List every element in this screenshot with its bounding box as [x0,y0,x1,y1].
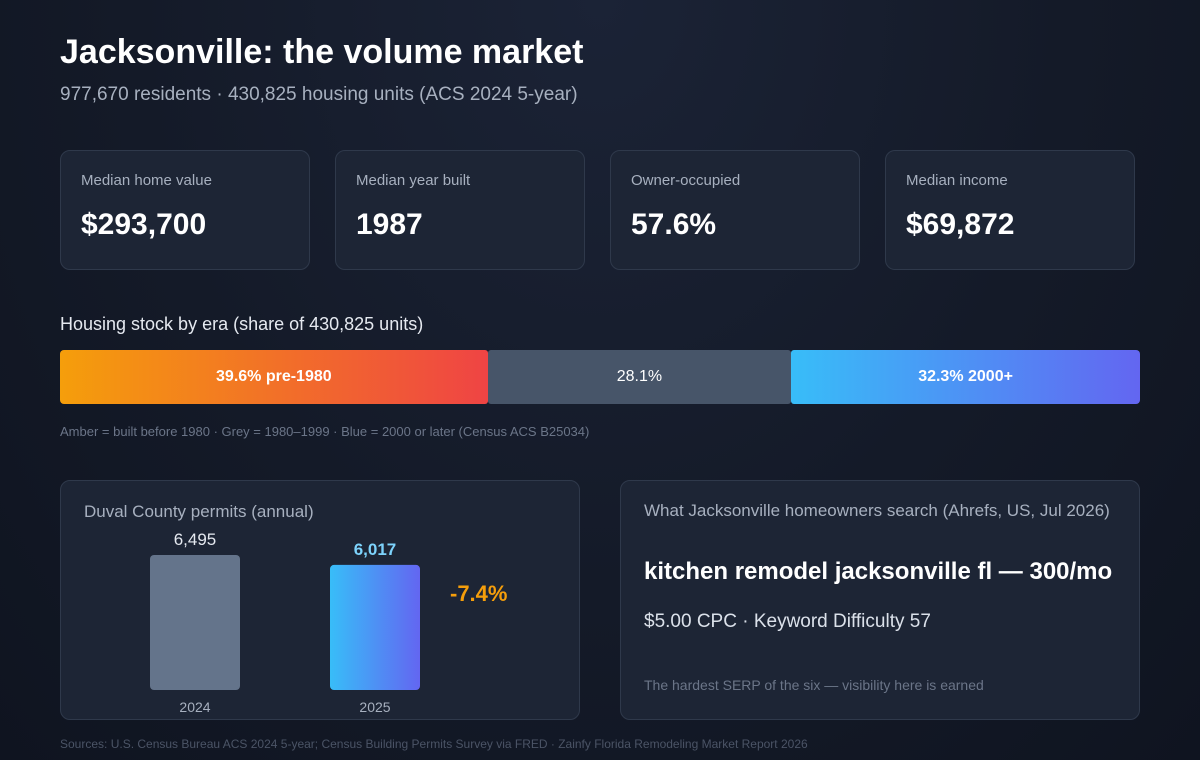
bar-value-label: 6,495 [174,530,217,549]
bar-2025 [330,564,420,690]
chart-title: Duval County permits (annual) [84,502,314,521]
stat-label: Median year built [356,172,471,189]
stat-value: $69,872 [906,208,1015,241]
change-label: -7.4% [450,581,507,606]
stat-label: Median income [906,172,1008,189]
keyword-headline: kitchen remodel jacksonville fl — 300/mo [644,558,1113,585]
housing-stock-heading: Housing stock by era (share of 430,825 u… [60,314,424,334]
stat-card-median-income: Median income $69,872 [885,150,1135,270]
stat-value: 1987 [356,208,423,241]
stat-label: Median home value [81,172,212,189]
search-panel: What Jacksonville homeowners search (Ahr… [620,480,1140,720]
era-segment-2000-plus: 32.3% 2000+ [791,350,1140,404]
stat-card-owner-occupied: Owner-occupied 57.6% [610,150,860,270]
sources-footnote: Sources: U.S. Census Bureau ACS 2024 5-y… [60,737,808,751]
keyword-metrics: $5.00 CPC · Keyword Difficulty 57 [644,611,931,632]
stat-value: $293,700 [81,208,207,241]
stat-card-median-home-value: Median home value $293,700 [60,150,310,270]
stat-value: 57.6% [631,208,717,241]
stat-card-median-year-built: Median year built 1987 [335,150,585,270]
era-segment-pre-1980: 39.6% pre-1980 [60,350,488,404]
permits-panel: Duval County permits (annual) 6,495 2024 6,… [60,480,580,720]
housing-stock-bar: 39.6% pre-1980 28.1% 32.3% 2000+ [60,350,1140,404]
category-label: 2025 [359,699,390,715]
keyword-note: The hardest SERP of the six — visibility… [644,677,984,693]
bar-2024 [150,555,240,690]
search-panel-title: What Jacksonville homeowners search (Ahr… [644,501,1110,520]
housing-stock-note: Amber = built before 1980 · Grey = 1980–… [60,424,590,439]
page-subtitle: 977,670 residents · 430,825 housing unit… [60,84,578,105]
stat-label: Owner-occupied [631,172,741,189]
page-title: Jacksonville: the volume market [60,33,584,71]
bar-value-label: 6,017 [354,540,397,559]
category-label: 2024 [179,699,210,715]
permits-chart: Duval County permits (annual) 6,495 2024 6,… [84,502,507,715]
era-segment-1980-1999: 28.1% [487,350,792,404]
